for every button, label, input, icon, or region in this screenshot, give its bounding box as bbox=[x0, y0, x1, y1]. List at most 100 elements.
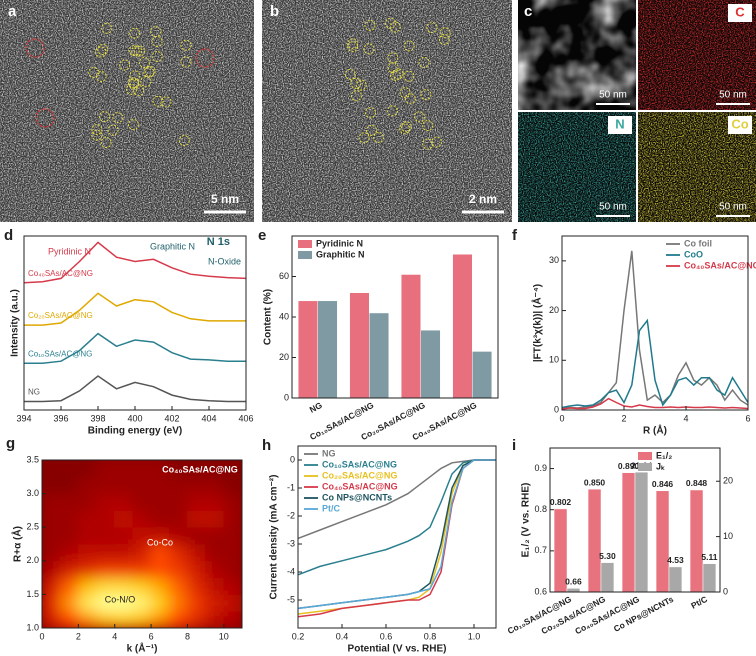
heat-cell bbox=[42, 526, 61, 545]
panel-label: i bbox=[512, 437, 516, 454]
panel-label: h bbox=[262, 437, 271, 454]
atom-marker bbox=[350, 90, 362, 102]
x-tick-label: 402 bbox=[164, 413, 179, 423]
heat-cell bbox=[223, 610, 242, 628]
heat-cell bbox=[77, 493, 98, 511]
heat-cell bbox=[42, 476, 61, 495]
heat-cell bbox=[132, 543, 152, 562]
heat-cell bbox=[186, 460, 207, 478]
x-tick-label: 4 bbox=[112, 631, 117, 641]
heat-cell bbox=[205, 476, 225, 495]
atom-marker bbox=[91, 124, 103, 136]
heat-cell bbox=[168, 526, 188, 545]
atom-marker bbox=[119, 59, 131, 71]
panel-label: b bbox=[270, 3, 279, 20]
heat-cell bbox=[150, 577, 170, 595]
x-tick-label: 0 bbox=[39, 631, 44, 641]
x-tick-label: 404 bbox=[201, 413, 216, 423]
legend-swatch bbox=[638, 463, 652, 471]
atom-marker bbox=[387, 105, 399, 117]
y-tick-label: 10 bbox=[549, 355, 559, 365]
heat-cell bbox=[132, 577, 152, 595]
x-axis-label: R (Å) bbox=[643, 424, 667, 437]
atom-marker bbox=[152, 95, 164, 107]
scale-bar-label: 50 nm bbox=[599, 202, 627, 213]
series-line bbox=[297, 459, 496, 610]
series-line bbox=[561, 250, 749, 410]
bar bbox=[702, 563, 717, 593]
heat-cell bbox=[186, 476, 207, 495]
series-line bbox=[24, 292, 246, 326]
heat-cell bbox=[186, 526, 207, 545]
heat-cell bbox=[59, 493, 79, 511]
heat-cell bbox=[150, 493, 170, 511]
bar bbox=[668, 566, 683, 593]
bar bbox=[420, 329, 441, 399]
legend-label: Co foil bbox=[684, 238, 712, 248]
bar bbox=[566, 588, 581, 593]
heat-cell bbox=[205, 493, 225, 511]
heat-cell bbox=[42, 593, 61, 612]
y-axis-label: Current density (mA cm⁻²) bbox=[269, 475, 280, 600]
y-tick-label: -5 bbox=[287, 594, 295, 604]
heat-cell bbox=[77, 577, 98, 595]
heat-cell bbox=[223, 560, 242, 579]
atom-marker bbox=[127, 77, 139, 89]
heat-cell bbox=[114, 543, 134, 562]
heat-cell bbox=[132, 476, 152, 495]
heat-cell bbox=[59, 460, 79, 478]
atom-marker bbox=[399, 123, 411, 135]
element-label: N bbox=[615, 116, 624, 131]
heat-cell bbox=[186, 493, 207, 511]
atom-marker bbox=[144, 65, 156, 77]
heat-cell bbox=[59, 543, 79, 562]
legend-swatch bbox=[298, 240, 312, 248]
x-tick-label: Pt/C bbox=[689, 594, 709, 611]
plot-frame bbox=[41, 459, 243, 629]
heat-cell bbox=[96, 610, 116, 628]
x-tick-label: 4 bbox=[683, 413, 688, 423]
legend-label: CoO bbox=[684, 249, 703, 259]
value-label: 0.846 bbox=[652, 479, 674, 489]
heat-cell bbox=[114, 476, 134, 495]
atom-marker bbox=[366, 124, 378, 136]
x-tick-label: 0.2 bbox=[292, 631, 305, 641]
atom-marker bbox=[405, 93, 417, 105]
bar bbox=[349, 292, 370, 399]
heat-cell bbox=[114, 610, 134, 628]
value-label: 5.30 bbox=[599, 551, 616, 561]
heat-cell bbox=[186, 509, 207, 528]
heat-cell bbox=[42, 577, 61, 595]
panel-label: f bbox=[512, 227, 518, 244]
atom-marker bbox=[134, 45, 146, 57]
legend-label: E₁/₂ bbox=[656, 450, 672, 460]
atom-marker bbox=[138, 57, 150, 69]
heat-cell bbox=[168, 476, 188, 495]
legend-label: Co₁₀SAs/AC@NG bbox=[322, 459, 397, 469]
y-tick-label: 20 bbox=[279, 352, 289, 362]
heat-cell bbox=[42, 543, 61, 562]
atom-marker bbox=[420, 89, 432, 101]
heat-cell bbox=[77, 509, 98, 528]
atom-marker bbox=[100, 137, 112, 149]
heat-cell bbox=[223, 577, 242, 595]
atom-marker bbox=[140, 76, 152, 88]
y-tick-label: 0 bbox=[290, 454, 295, 464]
heat-cell bbox=[168, 593, 188, 612]
heat-cell bbox=[59, 509, 79, 528]
annotation: Co-N/O bbox=[105, 594, 136, 604]
x-tick-label: 400 bbox=[127, 413, 142, 423]
atom-marker bbox=[178, 135, 190, 147]
bar bbox=[655, 490, 670, 593]
x-tick-label: 10 bbox=[219, 631, 229, 641]
atom-marker bbox=[364, 19, 376, 31]
y-tick-label: 2.0 bbox=[26, 555, 39, 565]
heat-cell bbox=[96, 509, 116, 528]
heat-cell bbox=[168, 460, 188, 478]
y-tick-label: -1 bbox=[287, 482, 295, 492]
legend-label: NG bbox=[322, 448, 336, 458]
x-tick-label: 2 bbox=[621, 413, 626, 423]
heatmap bbox=[42, 460, 242, 628]
atom-marker bbox=[347, 41, 359, 53]
